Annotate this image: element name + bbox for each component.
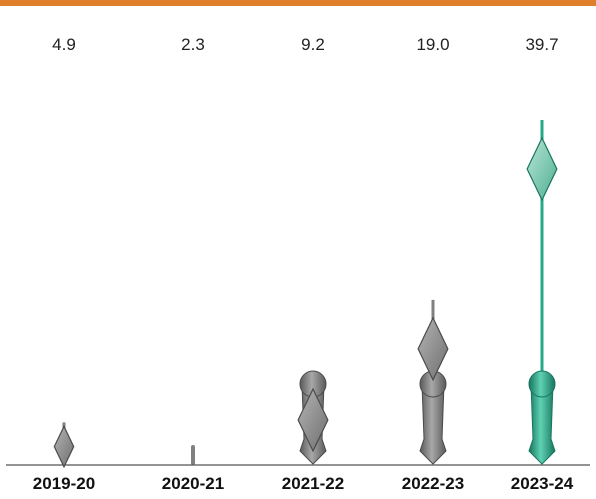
value-label-2019-20: 4.9 — [52, 35, 76, 54]
category-label-2019-20: 2019-20 — [33, 474, 95, 493]
value-labels: 4.9 2.3 9.2 19.0 39.7 — [52, 35, 558, 54]
category-labels: 2019-20 2020-21 2021-22 2022-23 2023-24 — [33, 474, 574, 493]
value-label-2020-21: 2.3 — [181, 35, 205, 54]
bar-handle — [419, 383, 447, 465]
value-label-2022-23: 19.0 — [416, 35, 449, 54]
bar-handle — [528, 383, 556, 465]
bar-shaft — [540, 168, 544, 384]
value-label-2021-22: 9.2 — [301, 35, 325, 54]
bar-stem — [191, 445, 195, 465]
bar-diamond — [53, 425, 75, 469]
bar-knob — [528, 370, 556, 398]
category-label-2020-21: 2020-21 — [162, 474, 224, 493]
bar-diamond — [417, 316, 449, 382]
category-label-2022-23: 2022-23 — [402, 474, 464, 493]
bar-mark-2022-23 — [417, 299, 449, 465]
chart-marks — [53, 119, 558, 469]
bar-diamond — [297, 387, 329, 453]
bar-diamond — [526, 136, 558, 202]
bar-mark-2021-22 — [297, 370, 329, 465]
top-rule — [0, 0, 596, 6]
value-label-2023-24: 39.7 — [525, 35, 558, 54]
bar-mark-2020-21 — [191, 445, 195, 465]
bar-mark-2019-20 — [53, 422, 75, 469]
category-label-2021-22: 2021-22 — [282, 474, 344, 493]
bar-mark-2023-24 — [526, 119, 558, 465]
category-label-2023-24: 2023-24 — [511, 474, 574, 493]
